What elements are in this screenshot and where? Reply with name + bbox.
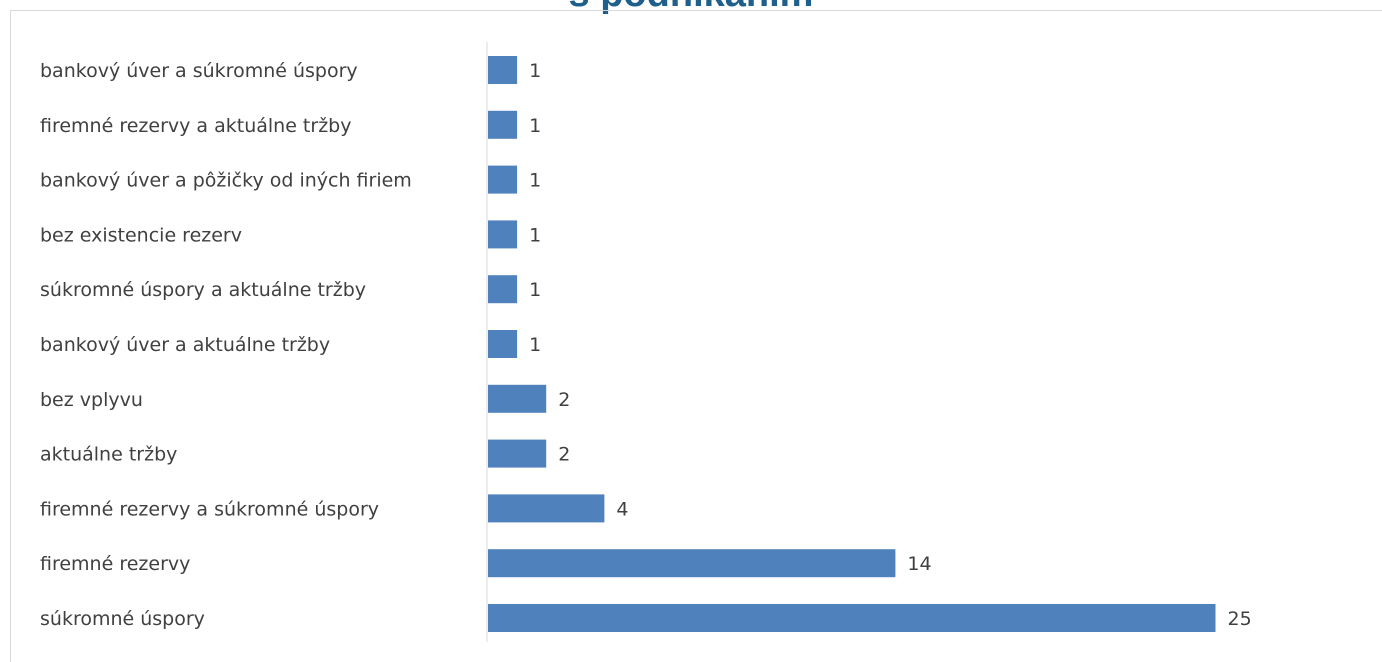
data-label: 25 (1228, 608, 1252, 630)
data-label: 1 (529, 334, 541, 356)
category-label: bez vplyvu (40, 389, 143, 411)
bar (488, 549, 896, 578)
category-label: bez existencie rezerv (40, 224, 242, 246)
category-label: firemné rezervy a súkromné úspory (40, 498, 379, 520)
bar (488, 56, 518, 84)
data-label: 2 (558, 444, 570, 466)
category-label: bankový úver a súkromné úspory (40, 60, 358, 82)
data-label: 14 (907, 553, 931, 575)
bar (488, 439, 547, 468)
bar (488, 384, 547, 413)
bar (488, 165, 518, 194)
category-label: aktuálne tržby (40, 444, 177, 466)
category-label: súkromné úspory a aktuálne tržby (40, 279, 366, 301)
data-label: 1 (529, 115, 541, 137)
bar (488, 220, 518, 249)
category-label: bankový úver a aktuálne tržby (40, 334, 330, 356)
bar (488, 110, 518, 139)
bar (488, 494, 605, 523)
category-label: firemné rezervy a aktuálne tržby (40, 115, 351, 137)
bar (488, 604, 1216, 632)
data-label: 2 (558, 389, 570, 411)
data-label: 1 (529, 170, 541, 192)
bar (488, 330, 518, 358)
category-label: bankový úver a pôžičky od iných firiem (40, 170, 412, 192)
data-label: 1 (529, 60, 541, 82)
data-label: 1 (529, 224, 541, 246)
bar (488, 275, 518, 304)
category-label: firemné rezervy (40, 553, 190, 575)
data-label: 4 (616, 498, 628, 520)
category-label: súkromné úspory (40, 608, 205, 630)
chart-title: s podnikaním (0, 0, 1382, 16)
data-label: 1 (529, 279, 541, 301)
chart-frame (10, 10, 1382, 662)
